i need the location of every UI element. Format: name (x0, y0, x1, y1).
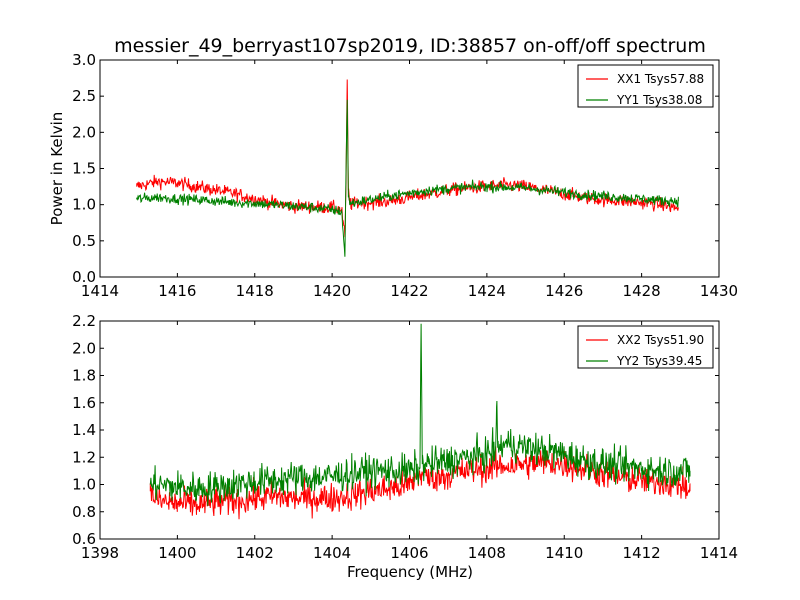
y-tick-label: 0.6 (72, 530, 96, 548)
figure-title: messier_49_berryast107sp2019, ID:38857 o… (114, 35, 706, 57)
y-tick-label: 2.5 (72, 87, 96, 105)
series-line-xx1 (136, 79, 679, 238)
x-tick-label: 1406 (390, 544, 428, 562)
y-tick-label: 2.0 (72, 123, 96, 141)
x-tick-label: 1430 (700, 282, 738, 300)
legend-entry: XX1 Tsys57.88 (617, 72, 704, 86)
x-tick-label: 1410 (545, 544, 583, 562)
bottom-panel-xx2-yy2: 1398 1400 1402 1404 1406 1408 1410 1412 1414 0.6 0… (72, 312, 738, 562)
top-panel-xx1-yy1: 1414 1416 1418 1420 1422 1424 1426 1428 1430 0.0 0… (48, 51, 738, 300)
y-tick-label: 1.2 (72, 448, 96, 466)
legend: XX1 Tsys57.88 YY1 Tsys38.08 (577, 64, 714, 108)
x-tick-label: 1416 (158, 282, 196, 300)
y-tick-label: 1.0 (72, 196, 96, 214)
x-tick-label: 1414 (700, 544, 738, 562)
y-tick-label: 0.0 (72, 268, 96, 286)
y-tick-label: 2.2 (72, 312, 96, 330)
x-tick-label: 1400 (158, 544, 196, 562)
y-tick-label: 3.0 (72, 51, 96, 69)
x-tick-label: 1424 (468, 282, 506, 300)
plot-area (149, 323, 691, 520)
legend: XX2 Tsys51.90 YY2 Tsys39.45 (577, 325, 714, 369)
x-tick-label: 1412 (623, 544, 661, 562)
x-tick-label: 1422 (390, 282, 428, 300)
x-tick-label: 1408 (468, 544, 506, 562)
y-tick-label: 0.8 (72, 503, 96, 521)
y-axis-title: Power in Kelvin (48, 112, 66, 226)
legend-box (577, 64, 714, 108)
y-tick-label: 1.6 (72, 394, 96, 412)
x-tick-label: 1402 (236, 544, 274, 562)
series-line-yy1 (136, 99, 679, 257)
legend-entry: XX2 Tsys51.90 (617, 333, 704, 347)
x-tick-label: 1414 (81, 282, 119, 300)
x-axis-title: Frequency (MHz) (347, 563, 473, 581)
x-tick-label: 1418 (236, 282, 274, 300)
x-tick-label: 1404 (313, 544, 351, 562)
y-tick-label: 2.0 (72, 339, 96, 357)
y-tick-label: 1.0 (72, 476, 96, 494)
y-tick-label: 1.5 (72, 160, 96, 178)
series-line-yy2 (149, 323, 691, 506)
y-tick-label: 1.8 (72, 367, 96, 385)
x-tick-label: 1420 (313, 282, 351, 300)
x-tick-label: 1398 (81, 544, 119, 562)
y-tick-label: 1.4 (72, 421, 96, 439)
x-tick-label: 1426 (545, 282, 583, 300)
plot-area (136, 79, 679, 257)
legend-entry: YY2 Tsys39.45 (616, 354, 702, 368)
legend-entry: YY1 Tsys38.08 (616, 93, 702, 107)
x-tick-label: 1428 (623, 282, 661, 300)
y-tick-label: 0.5 (72, 232, 96, 250)
